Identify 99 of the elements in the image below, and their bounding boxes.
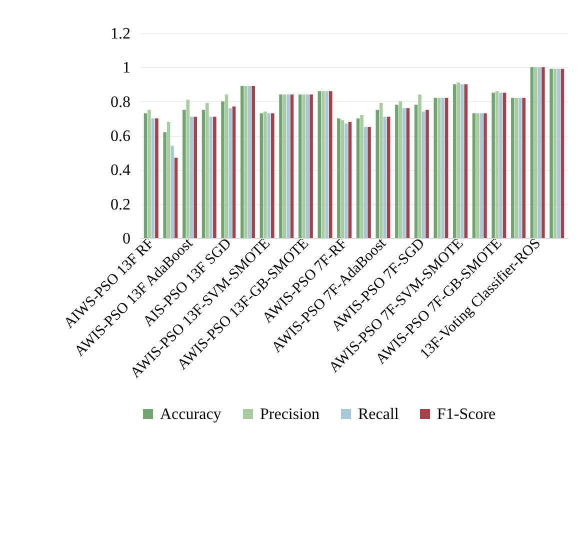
bar bbox=[472, 113, 476, 238]
bar bbox=[337, 118, 340, 238]
bar bbox=[213, 116, 216, 238]
y-tick-label: 0.8 bbox=[110, 94, 130, 111]
bar bbox=[318, 91, 322, 238]
legend-label: Recall bbox=[358, 406, 400, 423]
bar bbox=[460, 84, 464, 238]
bar bbox=[514, 98, 518, 238]
bar bbox=[456, 82, 460, 238]
bar bbox=[286, 94, 290, 238]
bar bbox=[155, 118, 158, 238]
bar bbox=[364, 126, 368, 238]
bar bbox=[325, 91, 329, 238]
bar bbox=[534, 67, 538, 238]
bar bbox=[464, 84, 468, 238]
bar bbox=[163, 132, 166, 238]
bar bbox=[542, 67, 545, 238]
bar bbox=[209, 116, 213, 238]
bar bbox=[492, 92, 495, 238]
bar bbox=[348, 122, 352, 238]
bar bbox=[182, 110, 186, 238]
bar bbox=[282, 94, 286, 238]
bar bbox=[422, 112, 426, 238]
bar bbox=[402, 108, 406, 238]
bar bbox=[518, 98, 522, 238]
bar bbox=[194, 116, 197, 238]
bar bbox=[144, 113, 148, 238]
y-tick-label: 1.2 bbox=[110, 26, 130, 42]
bar bbox=[306, 94, 310, 238]
bar bbox=[560, 68, 564, 238]
bar bbox=[522, 98, 526, 238]
bar bbox=[290, 94, 294, 238]
bar bbox=[441, 98, 444, 238]
bar bbox=[434, 98, 437, 238]
bar bbox=[386, 116, 390, 238]
bar bbox=[398, 101, 402, 238]
bar bbox=[190, 116, 194, 238]
bar bbox=[476, 113, 480, 238]
bar bbox=[557, 68, 560, 238]
bar bbox=[360, 115, 364, 238]
y-tick-label: 1 bbox=[122, 60, 130, 77]
bar bbox=[279, 94, 282, 238]
y-tick-label: 0.6 bbox=[110, 128, 130, 145]
bar bbox=[437, 98, 441, 238]
bar bbox=[264, 112, 267, 238]
bar bbox=[322, 91, 325, 238]
bar bbox=[395, 104, 398, 238]
bar bbox=[232, 106, 236, 238]
bar bbox=[166, 122, 170, 238]
bar bbox=[244, 86, 248, 238]
y-tick-label: 0 bbox=[122, 230, 130, 248]
bar bbox=[368, 126, 371, 238]
bar bbox=[344, 124, 348, 238]
bar bbox=[356, 118, 360, 238]
legend-label: Accuracy bbox=[160, 406, 222, 423]
bar bbox=[248, 86, 252, 238]
bar bbox=[502, 92, 506, 238]
bar bbox=[252, 86, 255, 238]
bar bbox=[228, 108, 232, 238]
bar bbox=[426, 110, 429, 238]
bar bbox=[170, 146, 174, 238]
y-tick-label: 0.4 bbox=[110, 162, 130, 180]
bar bbox=[511, 98, 514, 238]
bar bbox=[302, 94, 306, 238]
bar bbox=[530, 67, 534, 238]
bar bbox=[328, 91, 332, 238]
bar bbox=[484, 113, 487, 238]
bar bbox=[444, 98, 448, 238]
bar bbox=[383, 116, 386, 238]
bar bbox=[538, 67, 542, 238]
bar bbox=[310, 94, 313, 238]
bar bbox=[340, 120, 344, 238]
bar bbox=[271, 113, 274, 238]
bar bbox=[414, 104, 418, 238]
bar bbox=[267, 113, 271, 238]
bar bbox=[453, 84, 456, 238]
bar bbox=[224, 94, 228, 238]
legend-label: F1-Score bbox=[437, 406, 496, 423]
bar bbox=[206, 103, 209, 238]
bar bbox=[418, 94, 422, 238]
bar bbox=[379, 103, 383, 238]
bar bbox=[240, 86, 244, 238]
bar bbox=[480, 113, 484, 238]
bar bbox=[550, 68, 553, 238]
bar bbox=[174, 158, 178, 238]
legend-label: Precision bbox=[260, 406, 320, 423]
bar bbox=[202, 110, 206, 238]
bar bbox=[148, 110, 151, 238]
bar bbox=[298, 94, 302, 238]
bar bbox=[221, 101, 224, 238]
bar bbox=[376, 110, 380, 238]
bar bbox=[260, 113, 264, 238]
bar bbox=[406, 108, 410, 238]
bar bbox=[151, 118, 155, 238]
bar bbox=[553, 68, 557, 238]
bar bbox=[495, 91, 499, 238]
y-tick-label: 0.2 bbox=[110, 196, 130, 214]
bar bbox=[499, 92, 502, 238]
bar bbox=[186, 100, 190, 238]
